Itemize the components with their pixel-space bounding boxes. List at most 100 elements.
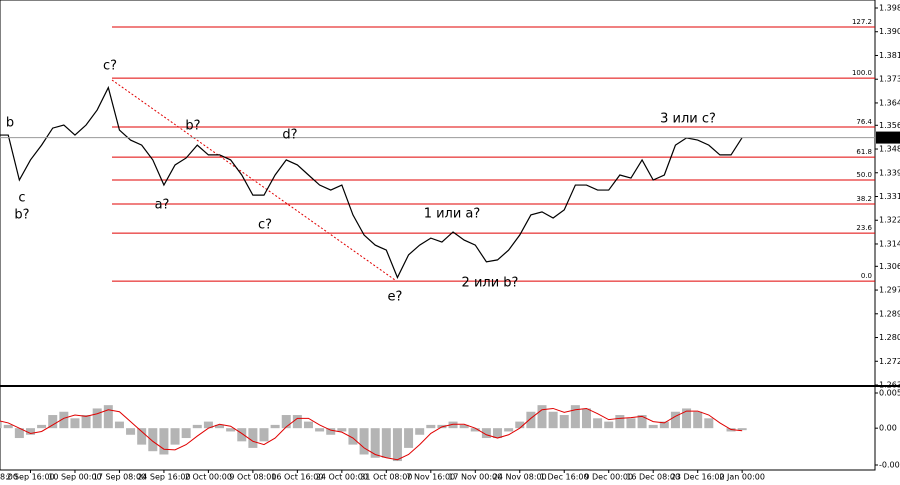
- y-tick-label: 1.3225: [879, 216, 900, 225]
- histogram-bar: [326, 428, 336, 435]
- y-tick-label: 1.3900: [879, 27, 900, 36]
- x-tick-label: 2 Sep 16:00: [6, 473, 54, 482]
- histogram-bar: [604, 421, 614, 429]
- histogram-bar: [226, 428, 236, 432]
- price-line: [0, 85, 743, 279]
- histogram-bar: [459, 424, 469, 429]
- histogram-bar: [25, 428, 35, 435]
- fib-level-label: 50.0: [856, 171, 872, 179]
- histogram-bar: [14, 428, 24, 439]
- histogram-bar: [581, 408, 591, 429]
- histogram-bar: [3, 424, 13, 429]
- histogram-bar: [203, 421, 213, 429]
- histogram-bar: [37, 424, 47, 429]
- y-tick-label: 1.3565: [879, 121, 900, 130]
- x-tick-label: 23 Dec 16:00: [671, 473, 725, 482]
- histogram-bar: [215, 424, 225, 429]
- histogram-bar: [481, 428, 491, 439]
- histogram-bar: [170, 428, 180, 445]
- y-tick-label: 0.00: [879, 424, 897, 433]
- y-tick-label: -0.0056: [879, 461, 900, 470]
- histogram-bar: [281, 415, 291, 429]
- current-price-label: 1.3521: [878, 133, 900, 142]
- histogram-bar: [337, 428, 347, 432]
- wave-label: e?: [388, 290, 403, 305]
- fib-level-label: 38.2: [856, 195, 872, 203]
- y-tick-label: 1.2635: [879, 381, 900, 390]
- x-tick-label: 24 Sep 16:00: [137, 473, 190, 482]
- wave-label: 2 или b?: [462, 276, 519, 291]
- histogram-bar: [292, 415, 302, 429]
- plot-area: 127.2 100.0 76.4 61.8 50.0 38.2 23.6 0.0: [0, 18, 875, 462]
- histogram-bar: [470, 428, 480, 432]
- histogram-bar: [404, 428, 414, 448]
- wave-label: d?: [282, 128, 297, 143]
- wave-label: b: [6, 116, 14, 131]
- histogram-bar: [92, 408, 102, 429]
- fib-level-label: 76.4: [856, 118, 872, 126]
- histogram-bar: [626, 418, 636, 429]
- histogram-bar: [359, 428, 369, 455]
- histogram-bar: [381, 428, 391, 458]
- fib-level-label: 61.8: [856, 148, 872, 156]
- histogram-bar: [126, 428, 136, 435]
- x-tick-label: 24 Oct 00:00: [316, 473, 368, 482]
- y-tick-label: 1.2975: [879, 286, 900, 295]
- histogram-bar: [548, 411, 558, 429]
- histogram-bar: [637, 415, 647, 429]
- histogram-bar: [615, 415, 625, 429]
- wave-label: c: [18, 191, 25, 206]
- histogram-bar: [737, 428, 747, 431]
- histogram-bar: [248, 428, 258, 448]
- histogram-bar: [370, 428, 380, 458]
- histogram-bar: [315, 428, 325, 432]
- histogram-bar: [181, 428, 191, 439]
- histogram-bar: [81, 415, 91, 429]
- x-tick-label: 16 Oct 16:00: [271, 473, 323, 482]
- x-tick-label: 2 Jan 00:00: [719, 473, 765, 482]
- x-tick-label: 10 Sep 00:00: [48, 473, 101, 482]
- histogram-bar: [648, 424, 658, 429]
- wave-label: c?: [103, 59, 117, 74]
- y-tick-label: 1.3140: [879, 239, 900, 248]
- histogram-bar: [693, 411, 703, 429]
- histogram-bar: [493, 428, 503, 439]
- histogram-bar: [682, 408, 692, 429]
- y-tick-label: 1.2805: [879, 333, 900, 342]
- plot-frame: [0, 0, 876, 471]
- y-tick-label: 0.00535: [879, 389, 900, 398]
- x-tick-label: 17 Nov 00:00: [448, 473, 502, 482]
- y-tick-label: 1.3815: [879, 51, 900, 60]
- histogram-bar: [348, 428, 358, 445]
- histogram-bar: [448, 421, 458, 429]
- x-tick-label: 2 Oct 00:00: [185, 473, 232, 482]
- x-tick-label: 7 Nov 16:00: [406, 473, 455, 482]
- signal-line: [0, 407, 743, 461]
- histogram-bar: [526, 411, 536, 429]
- histogram-bar: [70, 418, 80, 429]
- histogram-bar: [515, 421, 525, 429]
- histogram-bar: [259, 428, 269, 442]
- histogram-bar: [303, 421, 313, 429]
- current-price-box: [876, 131, 900, 144]
- histogram-bar: [537, 405, 547, 429]
- x-tick-label: 8:00: [0, 473, 18, 482]
- histogram-bar: [704, 418, 714, 429]
- axes: 1.3985 1.3900 1.3815 1.3730 1.3645 1.3565 1.34…: [0, 4, 900, 482]
- histogram-bar: [0, 421, 2, 429]
- y-tick-label: 1.3060: [879, 262, 900, 271]
- fib-level-label: 0.0: [861, 272, 872, 280]
- histogram-bar: [159, 428, 169, 455]
- histogram-bar: [570, 405, 580, 429]
- histogram-bar: [114, 421, 124, 429]
- wave-label: 3 или c?: [660, 112, 716, 127]
- x-tick-label: 16 Dec 08:00: [626, 473, 680, 482]
- histogram-bar: [426, 424, 436, 429]
- histogram-bar: [148, 428, 158, 452]
- histogram-bar: [48, 415, 58, 429]
- histogram-bar: [59, 411, 69, 429]
- wave-label: b?: [185, 119, 200, 134]
- y-tick-label: 1.2890: [879, 309, 900, 318]
- y-tick-label: 1.3395: [879, 168, 900, 177]
